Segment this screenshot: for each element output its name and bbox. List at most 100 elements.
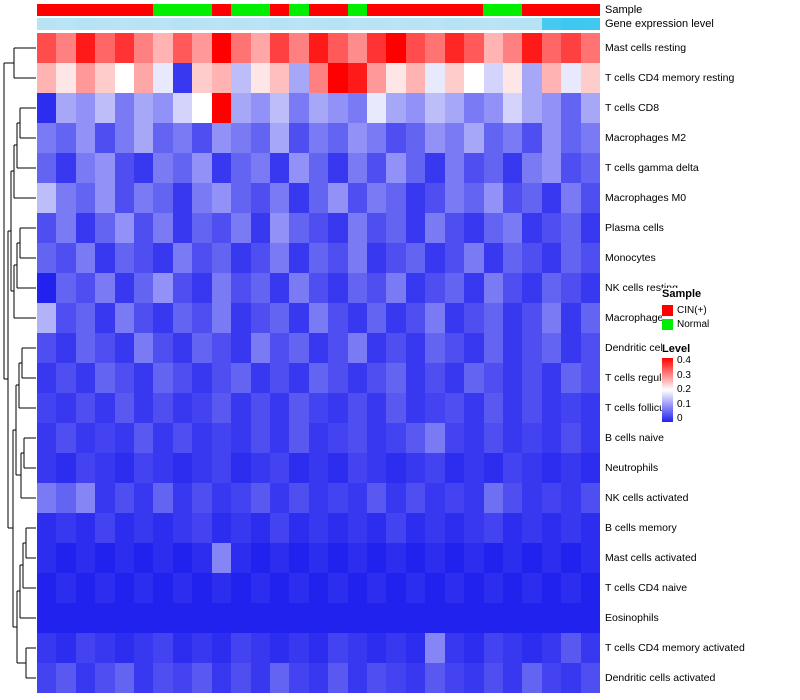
- heatmap-cell: [425, 183, 445, 213]
- heatmap-cell: [328, 333, 348, 363]
- sample-annotation-cell: [425, 4, 445, 16]
- heatmap-cell: [580, 573, 600, 603]
- heatmap-cell: [367, 333, 387, 363]
- heatmap-cell: [56, 573, 76, 603]
- heatmap-cell: [211, 153, 232, 183]
- heatmap-cell: [134, 303, 154, 333]
- heatmap-cell: [134, 93, 154, 123]
- sample-annotation-cell: [172, 4, 193, 16]
- heatmap-cell: [192, 483, 212, 513]
- heatmap-cell: [464, 333, 484, 363]
- heatmap-cell: [289, 243, 309, 273]
- heatmap-cell: [502, 273, 523, 303]
- heatmap-cell: [580, 243, 600, 273]
- legend-sample-items: CIN(+) Normal: [662, 303, 792, 331]
- heatmap-cell: [522, 303, 542, 333]
- heatmap-cell: [541, 33, 562, 63]
- heatmap-cell: [153, 303, 173, 333]
- heatmap-cell: [561, 123, 581, 153]
- heatmap-cell: [580, 543, 600, 573]
- heatmap-cell: [153, 483, 173, 513]
- heatmap-cell: [580, 633, 600, 663]
- legend-level-block: Level 0.4 0.3 0.2 0.1 0: [662, 343, 792, 424]
- legend-color-swatch: [662, 318, 673, 330]
- sample-annotation-cell: [250, 4, 270, 16]
- heatmap-cell: [561, 33, 581, 63]
- heatmap-cell: [502, 213, 523, 243]
- heatmap-cell: [211, 483, 232, 513]
- heatmap-cell: [56, 33, 76, 63]
- heatmap-cell: [269, 273, 290, 303]
- heatmap-cell: [250, 363, 270, 393]
- heatmap-cell: [464, 243, 484, 273]
- heatmap-cell: [308, 63, 329, 93]
- heatmap-cell: [56, 153, 76, 183]
- heatmap-cell: [289, 603, 309, 633]
- heatmap-cell: [114, 453, 135, 483]
- heatmap-cell: [172, 63, 193, 93]
- heatmap-cell: [464, 273, 484, 303]
- heatmap-cell: [367, 363, 387, 393]
- heatmap-cell: [541, 633, 562, 663]
- heatmap-cell: [444, 543, 465, 573]
- sample-annotation-cell: [153, 4, 173, 16]
- heatmap-cell: [328, 633, 348, 663]
- heatmap-cell: [172, 213, 193, 243]
- row-label: Neutrophils: [605, 462, 659, 474]
- heatmap-cell: [502, 123, 523, 153]
- heatmap-cell: [308, 573, 329, 603]
- heatmap-cell: [367, 93, 387, 123]
- heatmap-cell: [75, 663, 96, 693]
- heatmap-cell: [75, 123, 96, 153]
- heatmap-cell: [541, 243, 562, 273]
- heatmap-cell: [367, 273, 387, 303]
- heatmap-cell: [405, 483, 426, 513]
- heatmap-cell: [502, 153, 523, 183]
- heatmap-cell: [192, 423, 212, 453]
- heatmap-cell: [250, 483, 270, 513]
- heatmap-cell: [172, 243, 193, 273]
- heatmap-cell: [153, 153, 173, 183]
- heatmap-cell: [580, 213, 600, 243]
- heatmap-cell: [172, 513, 193, 543]
- heatmap-cell: [444, 243, 465, 273]
- heatmap-cell: [347, 663, 368, 693]
- heatmap-cell: [114, 303, 135, 333]
- heatmap-cell: [211, 303, 232, 333]
- heatmap-cell: [483, 123, 503, 153]
- heatmap-cell: [231, 243, 251, 273]
- heatmap-cell: [75, 423, 96, 453]
- heatmap-cell: [580, 483, 600, 513]
- heatmap-cell: [134, 393, 154, 423]
- heatmap-cell: [561, 153, 581, 183]
- heatmap-cell: [522, 213, 542, 243]
- heatmap-cell: [37, 213, 57, 243]
- heatmap-cell: [561, 63, 581, 93]
- heatmap-cell: [211, 93, 232, 123]
- heatmap-cell: [561, 423, 581, 453]
- heatmap-cell: [192, 543, 212, 573]
- heatmap-cell: [95, 393, 115, 423]
- heatmap-cell: [425, 93, 445, 123]
- heatmap-cell: [231, 423, 251, 453]
- heatmap-cell: [405, 33, 426, 63]
- heatmap-cell: [192, 663, 212, 693]
- heatmap-cell: [347, 573, 368, 603]
- heatmap-cell: [405, 153, 426, 183]
- gene-expression-annotation-cell: [328, 18, 348, 30]
- heatmap-cell: [289, 333, 309, 363]
- heatmap-cell: [308, 633, 329, 663]
- heatmap-cell: [308, 33, 329, 63]
- heatmap-cell: [95, 333, 115, 363]
- heatmap-cell: [269, 123, 290, 153]
- heatmap-cell: [502, 33, 523, 63]
- heatmap-cell: [231, 93, 251, 123]
- heatmap-cell: [502, 543, 523, 573]
- heatmap-cell: [192, 153, 212, 183]
- heatmap-cell: [289, 153, 309, 183]
- heatmap-cell: [444, 273, 465, 303]
- heatmap-cell: [405, 273, 426, 303]
- heatmap-cell: [502, 633, 523, 663]
- heatmap-cell: [37, 243, 57, 273]
- heatmap-cell: [386, 183, 406, 213]
